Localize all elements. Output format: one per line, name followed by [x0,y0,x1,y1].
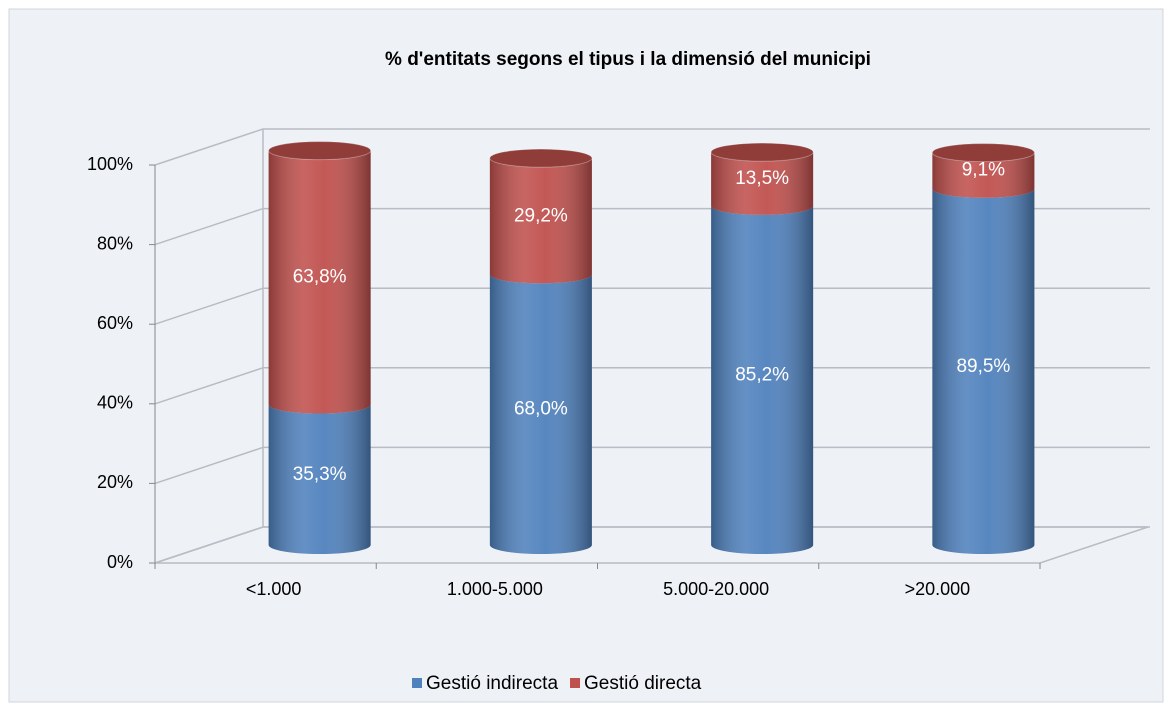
y-tick-label: 60% [97,313,133,333]
bar-top [268,141,372,161]
value-label: 35,3% [293,464,347,485]
y-tick-label: 0% [107,552,133,572]
bar-shading [711,205,814,555]
bar-shading [932,188,1035,555]
bar-shading [489,158,592,284]
x-tick-label: 5.000-20.000 [663,579,769,599]
legend-label: Gestió indirecta [426,673,558,694]
value-label: 63,8% [293,267,347,288]
bar-shading [932,152,1035,198]
bar-top-shade [711,143,814,162]
bar-top-shade [932,143,1035,162]
bar-top [710,142,814,162]
bar-shading [268,150,371,414]
x-tick-label: >20.000 [905,579,971,599]
bar-top-shade [489,149,592,168]
value-label: 85,2% [735,364,789,385]
y-tick-label: 40% [97,393,133,413]
y-tick-label: 80% [97,233,133,253]
legend-label: Gestió directa [584,673,702,694]
y-tick-label: 20% [97,472,133,492]
value-label: 68,0% [514,399,568,420]
bar-shading [268,404,371,554]
x-tick-label: 1.000-5.000 [447,579,543,599]
legend-swatch [412,678,422,688]
value-label: 89,5% [956,356,1010,377]
legend: Gestió indirecta Gestió directa [412,673,702,694]
bar-top [489,148,593,168]
x-tick-label: <1.000 [246,579,302,599]
y-tick-label: 100% [87,154,133,174]
bar-shading [489,274,592,554]
value-label: 13,5% [735,168,789,189]
bar-top-shade [268,141,371,160]
bar-top [931,143,1035,163]
chart-title: % d'entitats segons el tipus i la dimens… [385,49,871,70]
value-label: 29,2% [514,205,568,226]
bar-shading [711,152,814,215]
value-label: 9,1% [962,160,1005,181]
legend-swatch [570,678,581,688]
